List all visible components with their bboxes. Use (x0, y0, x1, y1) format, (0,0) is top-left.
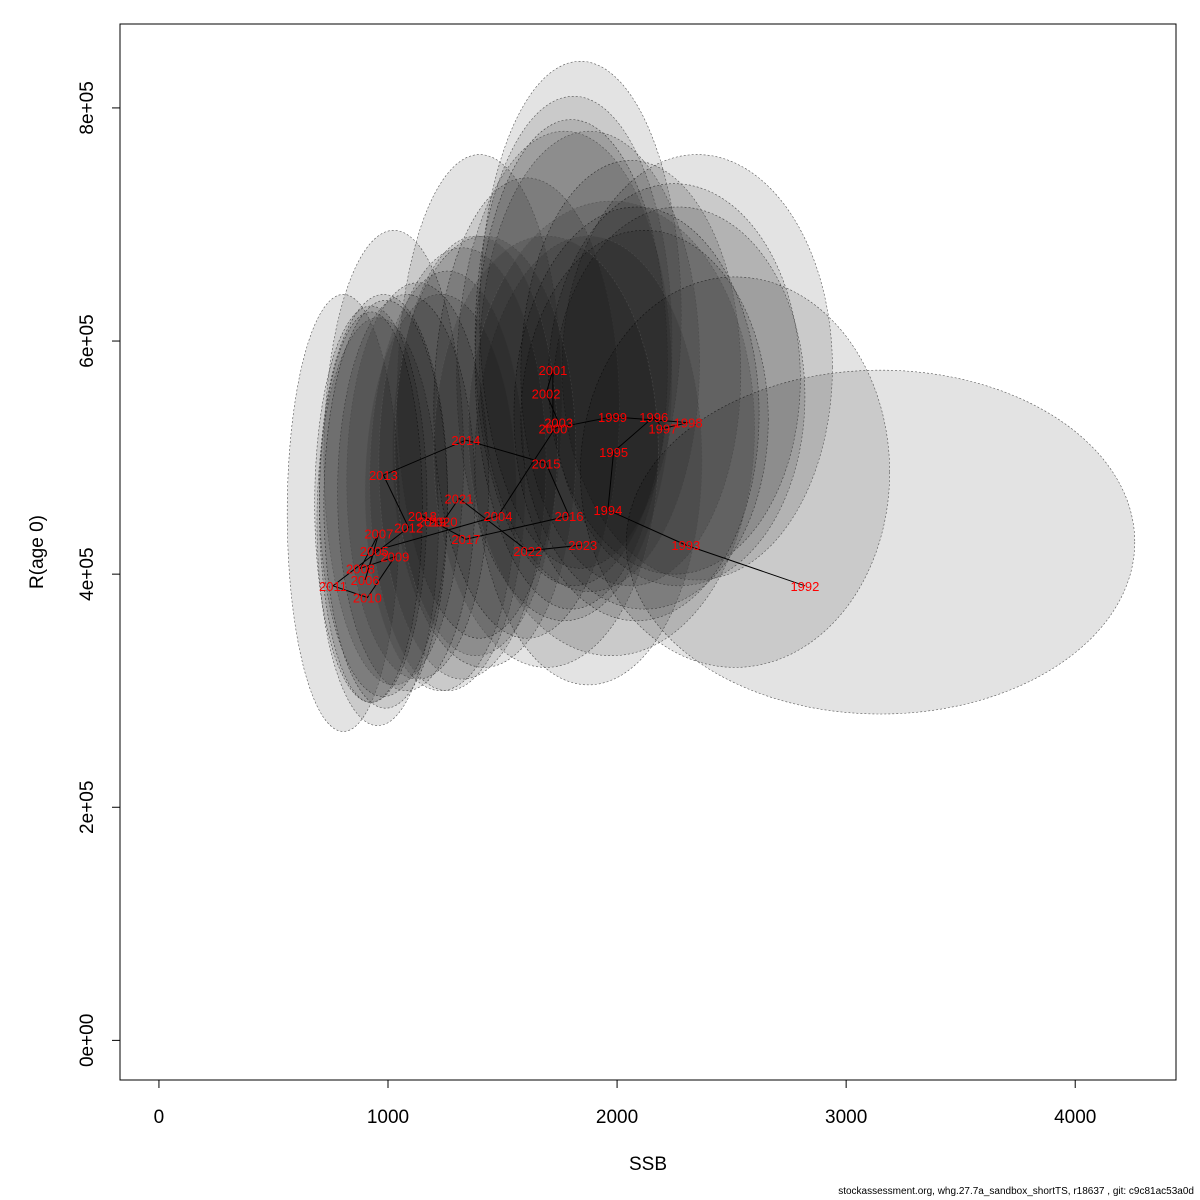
year-label-1993: 1993 (671, 538, 700, 553)
year-label-2009: 2009 (380, 550, 409, 565)
ellipse-2007 (318, 294, 448, 697)
y-axis: 0e+00 2e+05 4e+05 6e+05 8e+05 (77, 81, 121, 1067)
footer-credit: stockassessment.org, whg.27.7a_sandbox_s… (838, 1186, 1194, 1197)
trajectory-line (331, 370, 806, 599)
year-label-2006: 2006 (351, 573, 380, 588)
x-axis: 0 1000 2000 3000 4000 (154, 1079, 1096, 1128)
ellipse-2012 (346, 282, 490, 680)
y-tick-label: 0e+00 (77, 1014, 98, 1067)
ellipse-2005 (323, 299, 448, 709)
year-label-2013: 2013 (369, 468, 398, 483)
y-tick-label: 8e+05 (77, 81, 98, 134)
year-label-2012: 2012 (394, 521, 423, 536)
year-label-2005: 2005 (360, 544, 389, 559)
y-axis-title: R(age 0) (27, 515, 48, 589)
ellipse-2009 (337, 294, 476, 692)
y-tick-label: 6e+05 (77, 314, 98, 367)
ellipse-2008 (314, 305, 428, 703)
ellipse-2004 (433, 177, 620, 639)
year-label-1997: 1997 (648, 421, 677, 436)
ellipse-2015 (456, 130, 673, 622)
year-label-2014: 2014 (451, 433, 480, 448)
ellipse-2019 (369, 270, 526, 692)
year-label-2011: 2011 (319, 579, 347, 594)
year-label-2020: 2020 (429, 515, 458, 530)
year-label-1999: 1999 (598, 410, 627, 425)
year-label-2008: 2008 (346, 561, 375, 576)
year-label-2017: 2017 (451, 532, 480, 547)
ellipse-2023 (467, 200, 755, 657)
year-label-2007: 2007 (364, 526, 393, 541)
x-tick-label: 2000 (596, 1107, 638, 1128)
ellipse-2000 (474, 119, 668, 610)
year-label-2022: 2022 (513, 544, 542, 559)
year-label-1996: 1996 (639, 410, 668, 425)
year-label-2001: 2001 (538, 363, 567, 378)
year-label-2019: 2019 (417, 515, 446, 530)
ellipse-2017 (392, 235, 577, 668)
ellipse-1994 (513, 206, 760, 622)
year-label-2010: 2010 (353, 590, 382, 605)
year-label-2018: 2018 (408, 509, 437, 524)
ellipse-1992 (625, 369, 1136, 715)
year-label-2023: 2023 (568, 538, 597, 553)
ellipse-2021 (394, 235, 558, 657)
year-label-2015: 2015 (532, 456, 561, 471)
confidence-ellipses (286, 60, 1136, 732)
ellipse-2011 (286, 294, 400, 732)
year-label-2004: 2004 (484, 509, 513, 524)
x-axis-title: SSB (629, 1154, 667, 1175)
ellipse-1998 (561, 154, 833, 581)
ellipse-1993 (580, 276, 890, 668)
ellipse-2001 (479, 60, 682, 569)
year-label-1995: 1995 (599, 445, 628, 460)
ellipse-2002 (474, 95, 673, 587)
year-label-2003: 2003 (544, 416, 573, 431)
ellipse-2013 (323, 230, 464, 686)
year-label-2002: 2002 (532, 386, 561, 401)
ellipse-2003 (479, 130, 700, 592)
ellipse-2022 (433, 235, 659, 668)
x-tick-label: 1000 (367, 1107, 409, 1128)
y-tick-label: 2e+05 (77, 781, 98, 834)
year-label-2000: 2000 (538, 421, 567, 436)
x-tick-label: 3000 (825, 1107, 867, 1128)
year-label-1992: 1992 (790, 579, 819, 594)
ellipse-2016 (474, 235, 703, 686)
ellipse-2018 (364, 294, 517, 692)
y-tick-label: 4e+05 (77, 547, 98, 600)
year-label-2021: 2021 (445, 491, 474, 506)
year-label-1998: 1998 (674, 416, 703, 431)
year-label-1994: 1994 (593, 503, 622, 518)
x-tick-label: 0 (154, 1107, 165, 1128)
x-tick-label: 4000 (1054, 1107, 1096, 1128)
year-label-2016: 2016 (555, 509, 584, 524)
ellipse-1999 (520, 160, 742, 587)
